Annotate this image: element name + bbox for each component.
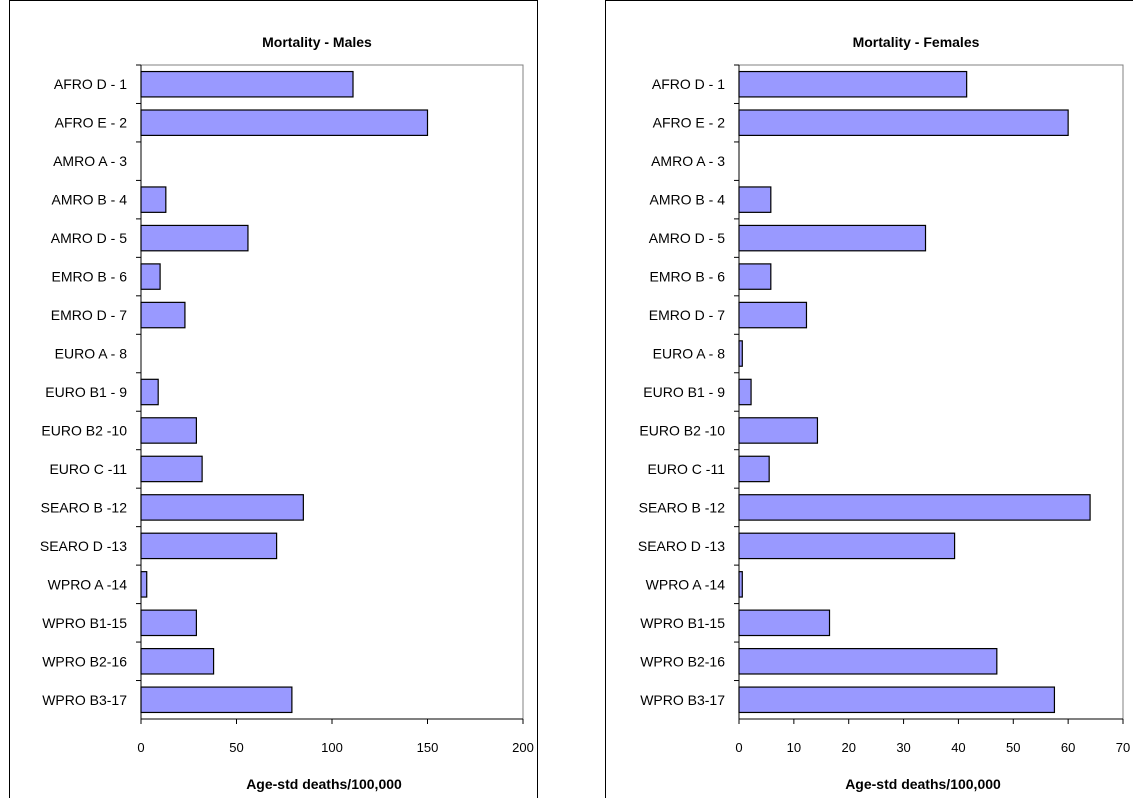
- bar-1: [738, 70, 968, 98]
- category-label-7: EMRO D - 7: [51, 307, 127, 323]
- category-label-12: SEARO B -12: [41, 499, 128, 515]
- category-label-10: EURO B2 -10: [41, 422, 127, 438]
- bar-5: [738, 224, 927, 252]
- bar-9: [738, 378, 752, 406]
- category-label-4: AMRO B - 4: [650, 192, 726, 208]
- x-axis-title: Age-std deaths/100,000: [246, 776, 402, 792]
- category-label-6: EMRO B - 6: [52, 269, 128, 285]
- chart-panel-males: Mortality - Males AFRO D - 1 AFRO E - 2 AMR…: [9, 0, 538, 798]
- x-tick-label: 20: [841, 740, 855, 755]
- bar-5: [140, 224, 249, 252]
- category-label-15: WPRO B1-15: [42, 615, 127, 631]
- category-label-14: WPRO A -14: [646, 576, 726, 592]
- x-tick-label: 70: [1116, 740, 1130, 755]
- bar-10: [738, 417, 819, 444]
- chart-title: Mortality - Males: [262, 34, 372, 50]
- category-label-4: AMRO B - 4: [52, 192, 128, 208]
- x-tick-label: 150: [417, 740, 439, 755]
- x-tick-label: 200: [512, 740, 534, 755]
- x-tick-label: 50: [1006, 740, 1020, 755]
- bar-6: [738, 263, 772, 290]
- x-axis-title: Age-std deaths/100,000: [845, 776, 1001, 792]
- category-label-1: AFRO D - 1: [54, 76, 127, 92]
- bar-13: [738, 532, 956, 560]
- bar-17: [738, 686, 1056, 714]
- category-label-5: AMRO D - 5: [51, 230, 127, 246]
- bar-11: [140, 455, 203, 483]
- bar-2: [738, 109, 1069, 137]
- category-label-13: SEARO D -13: [40, 538, 127, 554]
- x-tick-label: 0: [735, 740, 742, 755]
- category-label-17: WPRO B3-17: [640, 692, 725, 708]
- bar-15: [738, 609, 831, 637]
- category-label-9: EURO B1 - 9: [643, 384, 725, 400]
- category-label-3: AMRO A - 3: [651, 153, 725, 169]
- chart-svg-males: Mortality - Males AFRO D - 1 AFRO E - 2 AMR…: [40, 34, 534, 792]
- chart-title: Mortality - Females: [853, 34, 980, 50]
- category-label-6: EMRO B - 6: [650, 269, 726, 285]
- bar-14: [140, 571, 148, 598]
- category-label-13: SEARO D -13: [638, 538, 725, 554]
- bar-4: [738, 186, 772, 213]
- category-label-7: EMRO D - 7: [649, 307, 725, 323]
- bar-2: [140, 109, 429, 137]
- category-label-2: AFRO E - 2: [653, 115, 726, 131]
- category-label-9: EURO B1 - 9: [45, 384, 127, 400]
- bar-13: [140, 532, 278, 560]
- category-label-11: EURO C -11: [647, 461, 725, 477]
- bar-11: [738, 455, 770, 483]
- bar-17: [140, 686, 293, 714]
- chart-svg-females: Mortality - Females AFRO D - 1 AFRO E - 2 A…: [638, 34, 1130, 792]
- category-label-14: WPRO A -14: [48, 576, 128, 592]
- category-label-16: WPRO B2-16: [42, 653, 127, 669]
- x-tick-label: 0: [137, 740, 144, 755]
- category-label-11: EURO C -11: [49, 461, 127, 477]
- chart-panel-females: Mortality - Females AFRO D - 1 AFRO E - 2 A…: [605, 0, 1133, 798]
- category-label-5: AMRO D - 5: [649, 230, 725, 246]
- bar-12: [140, 494, 304, 521]
- x-tick-label: 30: [896, 740, 910, 755]
- bar-9: [140, 378, 159, 406]
- bar-6: [140, 263, 161, 290]
- bar-15: [140, 609, 197, 637]
- category-label-12: SEARO B -12: [639, 499, 726, 515]
- bar-12: [738, 494, 1091, 521]
- category-label-15: WPRO B1-15: [640, 615, 725, 631]
- category-label-8: EURO A - 8: [55, 346, 128, 362]
- x-tick-label: 40: [951, 740, 965, 755]
- bar-7: [140, 301, 186, 329]
- category-label-16: WPRO B2-16: [640, 653, 725, 669]
- x-tick-label: 60: [1061, 740, 1075, 755]
- category-label-3: AMRO A - 3: [53, 153, 127, 169]
- category-label-8: EURO A - 8: [653, 346, 726, 362]
- x-tick-label: 10: [787, 740, 801, 755]
- bar-16: [140, 647, 215, 675]
- bar-16: [738, 647, 998, 675]
- bar-10: [140, 417, 197, 444]
- category-label-2: AFRO E - 2: [55, 115, 128, 131]
- category-label-1: AFRO D - 1: [652, 76, 725, 92]
- bar-1: [140, 70, 354, 98]
- category-label-17: WPRO B3-17: [42, 692, 127, 708]
- bar-4: [140, 186, 167, 213]
- category-label-10: EURO B2 -10: [639, 422, 725, 438]
- plot-area-frame: [140, 64, 524, 720]
- x-tick-label: 100: [321, 740, 343, 755]
- bar-7: [738, 301, 808, 329]
- x-tick-label: 50: [229, 740, 243, 755]
